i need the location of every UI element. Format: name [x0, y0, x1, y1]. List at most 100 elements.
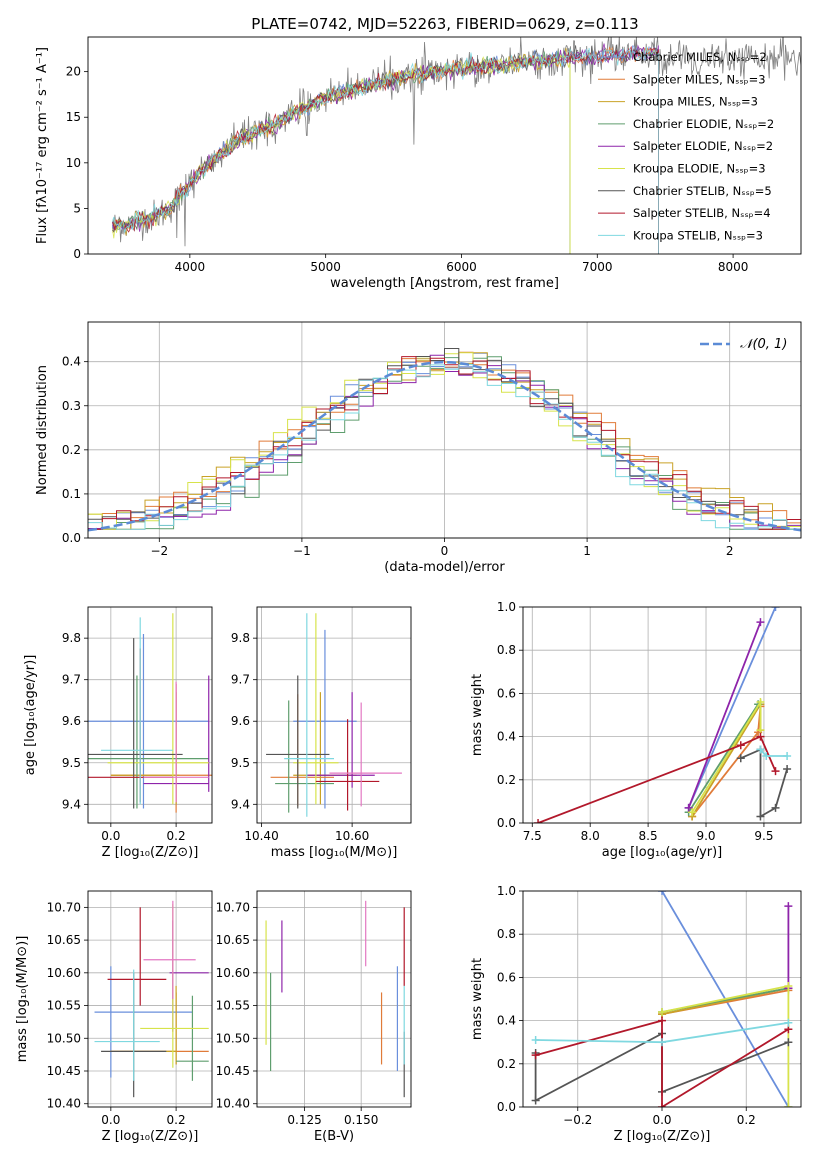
errorbar-point: [140, 904, 209, 1068]
y-tick-label: 10.60: [47, 966, 81, 980]
y-tick-label: 0.4: [497, 730, 516, 744]
y-axis-label: Flux [fλ10⁻¹⁷ erg cm⁻² s⁻¹ A⁻¹]: [35, 47, 50, 244]
x-tick-label: −0.2: [563, 1113, 592, 1127]
y-tick-label: 0.0: [62, 531, 81, 545]
y-tick-label: 9.8: [231, 631, 250, 645]
y-tick-label: 9.4: [231, 797, 250, 811]
errorbar-point: [329, 702, 402, 807]
errorbar-point: [88, 638, 183, 809]
y-tick-label: 9.7: [231, 673, 250, 687]
y-tick-label: 9.7: [62, 673, 81, 687]
y-tick-label: 10.40: [47, 1097, 81, 1111]
errorbar-point: [266, 675, 330, 809]
y-tick-label: 0.1: [62, 487, 81, 501]
figure-title: PLATE=0742, MJD=52263, FIBERID=0629, z=0…: [251, 15, 638, 33]
x-tick-label: −2: [150, 544, 168, 558]
plot-area: [88, 348, 801, 532]
y-tick-label: 10.65: [216, 933, 250, 947]
mass-vs-EBV-axes: 0.125 0.150 10.40 10.45 10.50 10.55 10.60 10.65…: [216, 890, 412, 1144]
y-tick-label: 1.0: [497, 600, 516, 614]
spectrum-legend: Chabrier MILES, Nₛₛₚ=2 Salpeter MILES, Nₛ…: [598, 50, 774, 242]
legend-label: Salpeter STELIB, Nₛₛₚ=4: [633, 206, 771, 220]
spectrum-axes: 4000 5000 6000 7000 8000 0 5 10 15 20 wavelength […: [35, 36, 802, 291]
errorbar-point: [88, 648, 173, 803]
x-axis-label: (data-model)/error: [384, 560, 505, 575]
y-tick-label: 0.6: [497, 686, 516, 700]
weight-marker: [784, 982, 793, 991]
y-tick-label: 0.2: [497, 773, 516, 787]
histogram-line: [88, 348, 801, 530]
weight-marker: [658, 891, 666, 895]
weight-marker: [771, 803, 780, 812]
plot-area: [112, 37, 801, 254]
y-tick-label: 9.6: [231, 714, 250, 728]
weight-marker: [534, 819, 543, 823]
weight-marker: [658, 1038, 666, 1047]
y-axis-label: mass [log₁₀(M/M⊙)]: [15, 936, 30, 1063]
y-tick-label: 9.4: [62, 797, 81, 811]
weight-marker: [771, 767, 780, 776]
y-tick-label: 10.45: [216, 1064, 250, 1078]
weight-marker: [783, 752, 792, 761]
x-tick-label: 0: [441, 544, 449, 558]
axes-frame: [87, 36, 802, 255]
y-tick-label: 0.2: [62, 443, 81, 457]
errorbar-point: [293, 613, 339, 805]
weight-marker: [784, 1038, 793, 1047]
errorbar-point: [169, 920, 209, 1032]
weight-marker: [531, 1051, 540, 1060]
weight-marker: [756, 745, 765, 754]
errorbar-point: [315, 719, 380, 811]
weight-marker: [756, 812, 765, 821]
spectrum-model-line: [112, 47, 659, 254]
x-tick-label: 10.40: [244, 829, 278, 843]
errorbar-point: [293, 629, 357, 809]
x-tick-label: 5000: [310, 260, 341, 274]
errorbar-point: [143, 681, 209, 803]
weight-marker: [684, 803, 693, 812]
plot-area: [88, 613, 212, 813]
y-tick-label: 10.65: [47, 933, 81, 947]
x-tick-label: 7000: [582, 260, 613, 274]
y-tick-label: 0.4: [62, 355, 81, 369]
errorbar-point: [110, 985, 177, 1065]
weight-line: [537, 735, 777, 823]
x-tick-label: 9.0: [696, 829, 715, 843]
weight-marker: [756, 698, 765, 707]
gaussian-line: [88, 360, 801, 532]
errorbar-point: [101, 617, 173, 805]
y-tick-label: 10: [66, 156, 81, 170]
x-axis-label: Z [log₁₀(Z/Z⊙)]: [102, 1129, 199, 1144]
axes-frame: [256, 890, 412, 1108]
plot-area: [266, 613, 402, 817]
weight-marker: [784, 1018, 793, 1027]
axes-frame: [522, 606, 802, 824]
y-tick-label: 5: [73, 201, 81, 215]
y-tick-label: 10.55: [216, 999, 250, 1013]
weight-marker: [531, 1096, 540, 1105]
y-tick-label: 9.6: [62, 714, 81, 728]
x-tick-label: 10.60: [335, 829, 369, 843]
y-tick-label: 0: [73, 247, 81, 261]
x-tick-label: 0.0: [652, 1113, 671, 1127]
weight-line: [661, 984, 790, 1107]
x-tick-label: 0.2: [737, 1113, 756, 1127]
weight-marker: [784, 902, 793, 911]
weight-line: [687, 607, 777, 809]
errorbar-point: [107, 907, 167, 1006]
x-tick-label: 0.2: [167, 1113, 186, 1127]
weight-marker: [531, 1036, 540, 1045]
errorbar-point: [107, 613, 209, 805]
x-tick-label: 0.150: [344, 1113, 378, 1127]
errorbar-point: [306, 692, 375, 788]
weight-marker: [756, 732, 765, 741]
spectrum-model-line: [112, 50, 571, 254]
y-tick-label: 10.45: [47, 1064, 81, 1078]
residual-histogram-axes: −2 −1 0 1 2 0.0 0.1 0.2 0.3 0.4 (data-model)/error…: [35, 321, 802, 575]
weight-line: [687, 621, 762, 809]
errorbar-point: [94, 969, 160, 1081]
y-tick-label: 0.3: [62, 399, 81, 413]
y-tick-label: 0.0: [497, 1100, 516, 1114]
axes-frame: [87, 321, 802, 539]
histogram-line: [88, 364, 801, 530]
